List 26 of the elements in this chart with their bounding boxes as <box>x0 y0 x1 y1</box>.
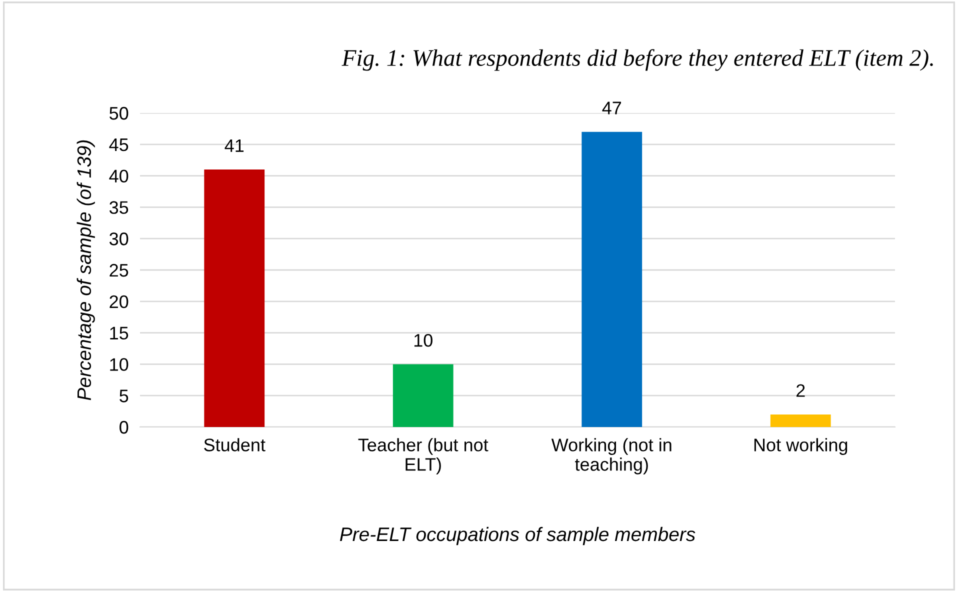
data-label: 47 <box>602 102 622 114</box>
chart-title: Fig. 1: What respondents did before they entered ELT (item 2). <box>342 49 933 71</box>
bar <box>204 170 265 427</box>
data-label: 10 <box>414 334 432 347</box>
x-tick-label: Not working <box>754 438 848 455</box>
y-tick-label: 35 <box>109 201 128 214</box>
bar <box>392 364 454 427</box>
y-tick-label: 5 <box>120 390 128 402</box>
y-tick-label: 20 <box>110 295 128 308</box>
bar <box>770 414 831 427</box>
y-axis-title: Percentage of sample (of 139) <box>76 140 95 400</box>
y-tick-label: 45 <box>109 138 128 152</box>
y-tick-label: 25 <box>110 264 128 277</box>
y-tick-label: 0 <box>120 420 128 434</box>
y-tick-label: 40 <box>109 170 128 183</box>
y-tick-label: 50 <box>110 106 128 120</box>
data-label: 41 <box>224 139 244 152</box>
y-tick-label: 10 <box>110 358 128 371</box>
bar <box>582 132 642 427</box>
y-tick-label: 15 <box>110 326 128 340</box>
y-tick-label: 30 <box>109 232 128 246</box>
data-label: 2 <box>796 384 805 397</box>
x-axis-title: Pre-ELT occupations of sample members <box>340 526 696 546</box>
x-tick-label: Student <box>204 438 266 452</box>
x-tick-label: Teacher (but not ELT) <box>358 438 488 474</box>
x-tick-label: Working (not in teaching) <box>551 438 672 474</box>
